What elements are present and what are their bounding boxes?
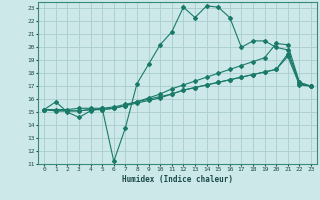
X-axis label: Humidex (Indice chaleur): Humidex (Indice chaleur) (122, 175, 233, 184)
